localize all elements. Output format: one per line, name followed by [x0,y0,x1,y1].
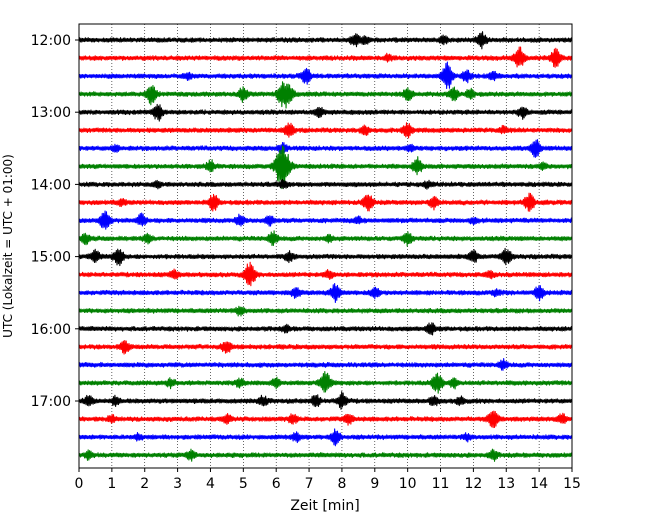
trace-line [78,391,573,410]
trace-line [78,410,573,429]
x-tick-label: 8 [337,476,346,492]
trace-line [78,283,573,303]
x-tick-label: 6 [272,476,281,492]
x-tick-label: 4 [206,476,215,492]
y-tick-label: 14:00 [31,177,71,193]
trace-line [78,305,573,317]
plot-frame [78,23,573,469]
y-tick-label: 16:00 [31,322,71,338]
trace-line [78,428,573,447]
x-tick-label: 1 [107,476,116,492]
x-tick-label: 2 [140,476,149,492]
x-tick-label: 5 [239,476,248,492]
trace-group [78,31,573,462]
y-tick-label: 15:00 [31,250,71,266]
trace-line [78,340,573,355]
y-axis: 12:00 13:00 14:00 15:00 16:00 17:00 [31,33,79,410]
x-axis-label: Zeit [min] [290,498,359,514]
trace-line [78,46,573,68]
y-axis-label: UTC (Lokalzeit = UTC + 01:00) [1,154,15,338]
x-tick-label: 12 [464,476,482,492]
trace-line [78,261,573,287]
trace-line [78,81,573,109]
trace-line [78,371,573,394]
x-tick-label: 13 [497,476,515,492]
trace-line [78,247,573,267]
trace-line [78,103,573,122]
trace-line [78,448,573,462]
y-tick-label: 13:00 [31,105,71,121]
trace-line [78,322,573,336]
x-tick-label: 15 [563,476,581,492]
trace-line [78,358,573,371]
x-tick-label: 3 [173,476,182,492]
trace-line [78,31,573,50]
x-tick-label: 10 [399,476,417,492]
plot-area [79,24,572,468]
grid-lines [111,24,540,468]
y-tick-label: 17:00 [31,394,71,410]
x-tick-label: 14 [530,476,548,492]
y-tick-label: 12:00 [31,33,71,49]
trace-line [78,139,573,158]
x-axis: 0 1 2 3 4 5 6 7 8 9 10 11 12 13 14 15 [75,468,581,492]
x-tick-label: 9 [370,476,379,492]
trace-line [78,210,573,230]
x-tick-label: 11 [432,476,450,492]
x-tick-label: 7 [305,476,314,492]
x-tick-label: 0 [75,476,84,492]
trace-line [78,61,573,90]
trace-line [78,230,573,247]
trace-line [78,145,573,190]
trace-line [78,122,573,139]
trace-line [78,178,573,190]
trace-line [78,192,573,212]
